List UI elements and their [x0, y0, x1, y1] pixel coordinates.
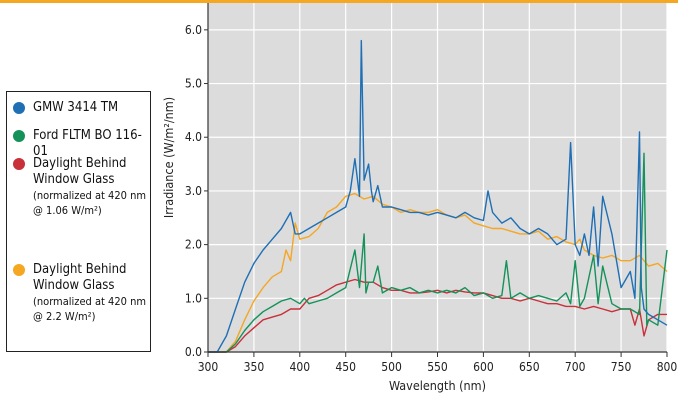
legend-dot-icon — [13, 158, 25, 170]
x-tick-label: 800 — [657, 360, 678, 374]
legend-label: GMW 3414 TM — [33, 100, 119, 115]
x-tick-label: 400 — [289, 360, 310, 374]
x-axis-label: Wavelength (nm) — [389, 378, 486, 393]
y-tick-label: 0.0 — [185, 345, 202, 359]
legend-note: (normalized at 420 nm @ 2.2 W/m²) — [33, 295, 147, 323]
y-axis-label: Irradiance (W/m²/nm) — [161, 97, 176, 218]
legend-label: Daylight Behind Window Glass — [33, 156, 127, 187]
x-tick-label: 650 — [519, 360, 540, 374]
legend: GMW 3414 TM Ford FLTM BO 116-01 Daylight… — [6, 91, 151, 352]
tick-labels: 300 350 400 450 500 550 600 650 700 750 800 0.0 1.0 2… — [185, 23, 678, 374]
x-tick-label: 500 — [381, 360, 402, 374]
y-tick-label: 3.0 — [185, 184, 202, 198]
y-tick-label: 4.0 — [185, 130, 202, 144]
legend-label: Daylight Behind Window Glass — [33, 262, 127, 293]
grid-lines — [207, 3, 668, 353]
y-tick-label: 1.0 — [185, 291, 202, 305]
legend-note: (normalized at 420 nm @ 1.06 W/m²) — [33, 189, 147, 217]
legend-dot-icon — [13, 102, 25, 114]
axes — [204, 3, 668, 357]
series-line-0 — [208, 39, 668, 353]
top-accent-bar — [0, 0, 678, 3]
legend-dot-icon — [13, 130, 25, 142]
x-tick-label: 700 — [565, 360, 586, 374]
y-tick-label: 6.0 — [185, 23, 202, 37]
x-tick-label: 550 — [427, 360, 448, 374]
y-tick-label: 5.0 — [185, 77, 202, 91]
x-tick-label: 600 — [473, 360, 494, 374]
x-tick-label: 300 — [198, 360, 219, 374]
x-tick-label: 450 — [335, 360, 356, 374]
legend-label: Ford FLTM BO 116-01 — [33, 128, 142, 159]
series-line-3 — [208, 192, 668, 353]
x-tick-label: 350 — [244, 360, 265, 374]
y-tick-label: 2.0 — [185, 238, 202, 252]
x-tick-label: 750 — [611, 360, 632, 374]
series-group — [208, 39, 668, 353]
legend-dot-icon — [13, 264, 25, 276]
series-line-1 — [208, 152, 668, 353]
